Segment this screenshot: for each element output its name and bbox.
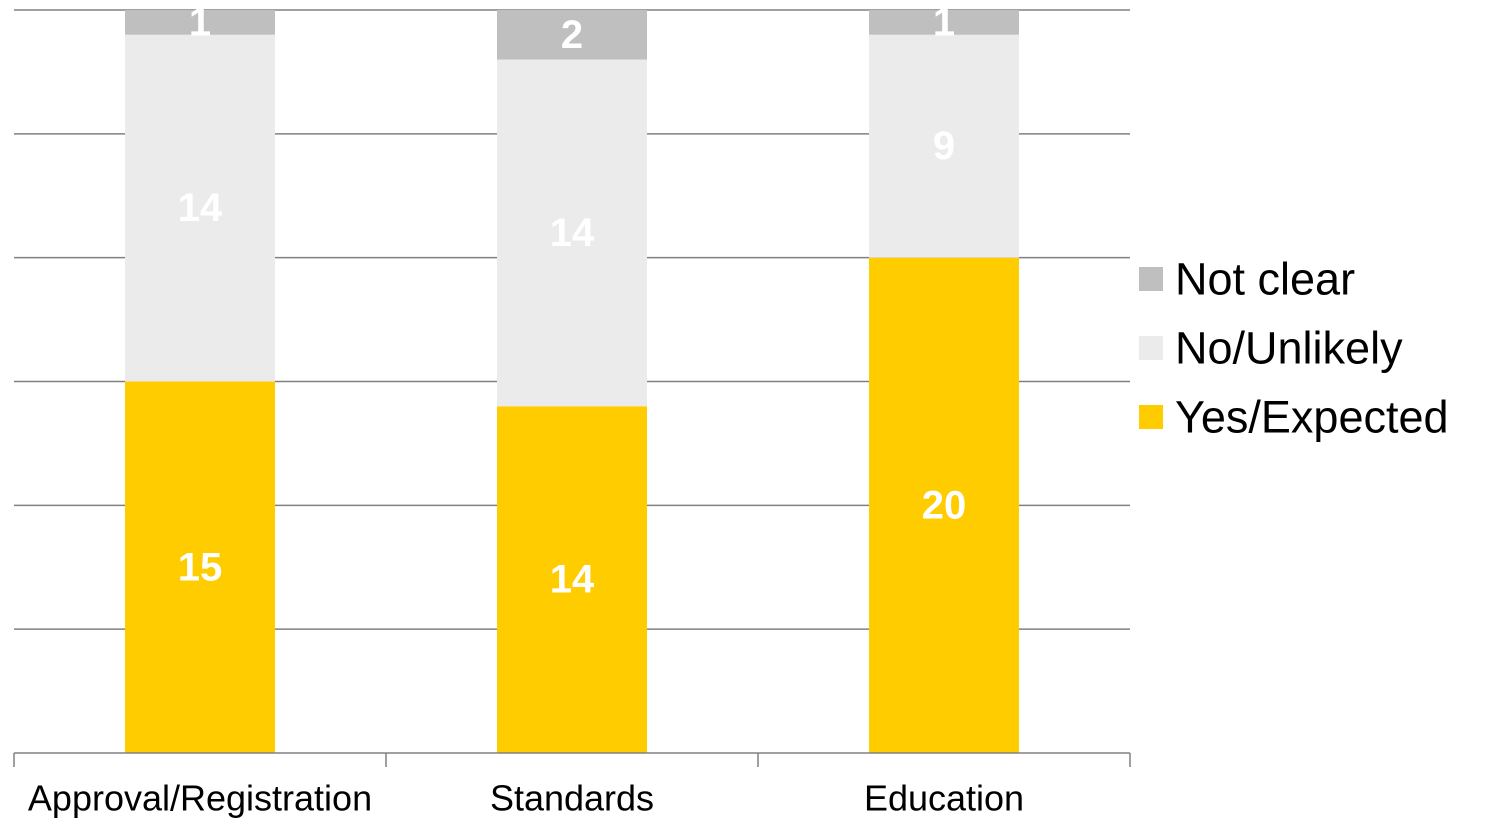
bar-segment (869, 34, 1019, 258)
legend: Not clear No/Unlikely Yes/Expected (1139, 254, 1449, 443)
data-label: 2 (561, 13, 583, 57)
data-label: 1 (933, 0, 955, 44)
bar-segment (497, 59, 647, 407)
legend-item: Yes/Expected (1139, 392, 1449, 443)
legend-swatch (1139, 336, 1163, 360)
legend-item: No/Unlikely (1139, 323, 1403, 374)
legend-label: Yes/Expected (1175, 392, 1449, 443)
data-label: 9 (933, 124, 955, 168)
bar-segment (125, 34, 275, 382)
legend-item: Not clear (1139, 254, 1355, 305)
x-tick-label: Education (864, 778, 1024, 819)
bar-segment (497, 10, 647, 60)
data-label: 1 (189, 0, 211, 44)
x-tick-label: Approval/Registration (28, 778, 372, 819)
legend-label: No/Unlikely (1175, 323, 1403, 374)
bar-segment (869, 257, 1019, 753)
legend-label: Not clear (1175, 254, 1355, 305)
data-label: 14 (550, 558, 595, 602)
legend-swatch (1139, 405, 1163, 429)
bar-segment (125, 381, 275, 753)
data-labels: 15 14 1 14 14 2 20 9 1 (178, 0, 967, 601)
bar-segment (497, 406, 647, 753)
bar-segment (125, 10, 275, 35)
x-tick-label: Standards (490, 778, 654, 819)
legend-swatch (1139, 267, 1163, 291)
data-label: 14 (178, 186, 223, 230)
x-axis: Approval/Registration Standards Education (13, 752, 1131, 819)
data-label: 15 (178, 545, 223, 589)
data-label: 14 (550, 211, 595, 255)
bars (125, 10, 1019, 753)
data-label: 20 (922, 483, 967, 527)
bar-segment (869, 10, 1019, 35)
